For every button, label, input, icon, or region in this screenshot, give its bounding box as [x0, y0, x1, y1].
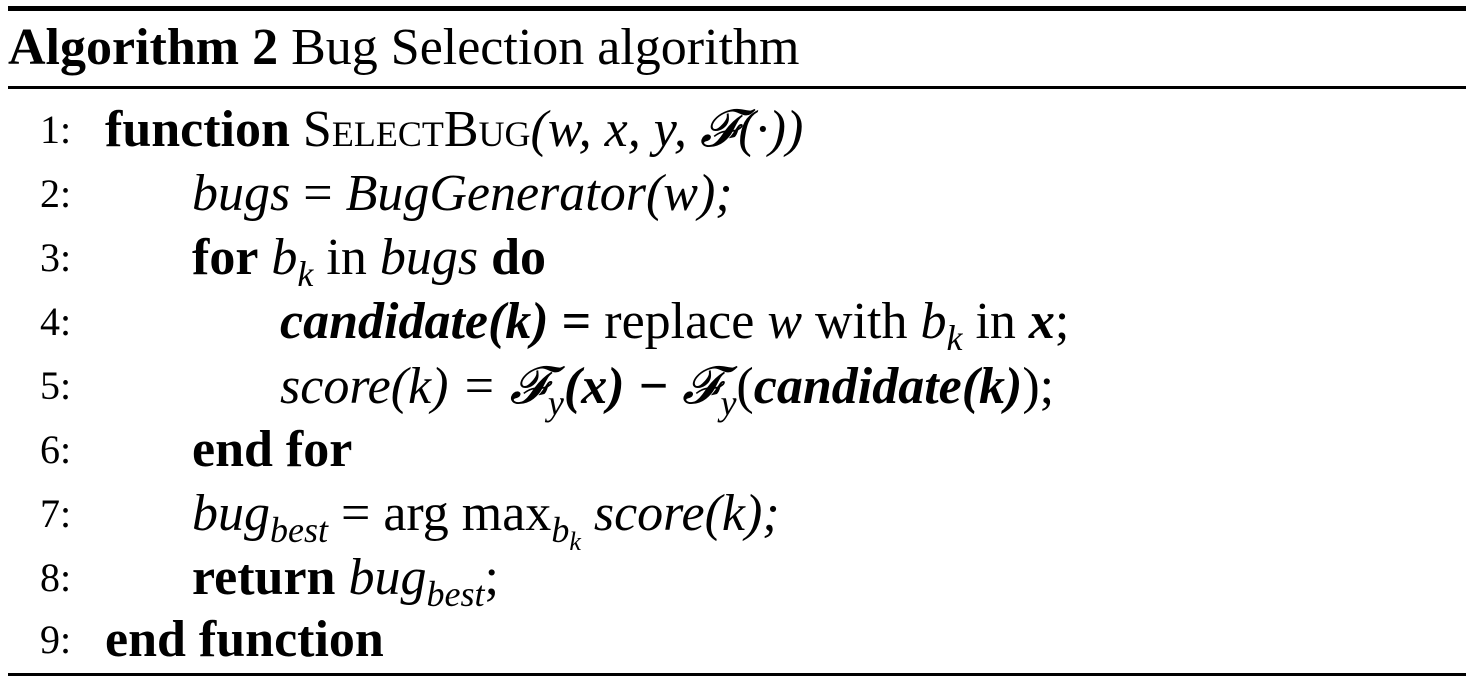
keyword: for: [192, 229, 259, 286]
algorithm-block: Algorithm 2 Bug Selection algorithm 1: f…: [8, 6, 1466, 678]
text: ;: [1054, 293, 1070, 350]
operator: =: [290, 165, 346, 222]
algorithm-line-6: 6: end for: [8, 418, 1466, 482]
subscript: best: [426, 574, 485, 614]
algorithm-line-8: 8: return bugbest;: [8, 546, 1466, 612]
text: (: [736, 358, 754, 415]
line-code: function SelectBug(w, x, y, 𝓕(·)): [105, 98, 803, 162]
line-number: 8:: [40, 555, 72, 600]
expression: (x) −: [563, 358, 683, 415]
variable: b: [258, 229, 298, 286]
algorithm-line-7: 7: bugbest = arg maxbk score(k);: [8, 482, 1466, 555]
keyword: do: [478, 229, 547, 286]
caption-rule: [8, 86, 1466, 89]
subscript: y: [547, 383, 564, 423]
subscript: best: [270, 510, 328, 550]
variable: score: [280, 358, 391, 415]
line-code: candidate(k) = replace w with bk in x;: [280, 290, 1070, 356]
variable: score: [580, 485, 705, 542]
algorithm-caption: Algorithm 2 Bug Selection algorithm: [8, 18, 799, 78]
line-code: score(k) = 𝓕y(x) − 𝓕y(candidate(k));: [280, 354, 1055, 421]
variable: bug: [335, 549, 427, 606]
subscript: bk: [551, 510, 581, 555]
keyword: function: [105, 101, 290, 158]
line-code: bugbest = arg maxbk score(k);: [192, 482, 780, 555]
variable: bug: [192, 485, 270, 542]
keyword: end for: [192, 421, 353, 478]
caption-label: Algorithm 2: [8, 19, 279, 76]
line-number: 7:: [40, 491, 72, 536]
line-code: end for: [192, 418, 352, 482]
variable: candidate(k): [280, 293, 549, 350]
caption-title: Bug Selection algorithm: [278, 19, 800, 76]
variable: bugs: [379, 229, 479, 286]
top-rule: [8, 6, 1466, 11]
line-code: bugs = BugGenerator(w);: [192, 162, 733, 226]
line-number: 4:: [40, 299, 72, 344]
function-symbol: 𝓕: [509, 356, 548, 416]
line-code: return bugbest;: [192, 546, 499, 612]
line-number: 9:: [40, 617, 72, 662]
algorithm-line-9: 9: end function: [8, 608, 1466, 672]
line-number: 3:: [40, 235, 72, 280]
line-number: 1:: [40, 107, 72, 152]
text: replace: [604, 293, 768, 350]
subscript: k: [297, 254, 314, 294]
keyword: return: [192, 549, 336, 606]
text: in: [313, 229, 380, 286]
variable: candidate(k): [753, 358, 1023, 415]
text: ;: [484, 549, 499, 606]
algorithm-line-4: 4: candidate(k) = replace w with bk in x…: [8, 290, 1466, 356]
subscript-index: k: [569, 527, 581, 556]
subscript: k: [946, 318, 963, 358]
expression: (k) =: [390, 358, 510, 415]
subscript: y: [720, 383, 737, 423]
algorithm-line-3: 3: for bk in bugs do: [8, 226, 1466, 292]
line-number: 6:: [40, 427, 72, 472]
bottom-rule: [8, 673, 1466, 676]
variable: x: [1028, 293, 1055, 350]
variable: b: [920, 293, 947, 350]
call-args: (w);: [645, 165, 733, 222]
call-name: BugGenerator: [345, 165, 646, 222]
variable: bugs: [192, 165, 291, 222]
text: in: [962, 293, 1029, 350]
text: );: [1022, 358, 1055, 415]
line-code: for bk in bugs do: [192, 226, 547, 292]
function-args: (w, x, y, 𝓕(·)): [530, 101, 804, 158]
function-name: SelectBug: [302, 101, 531, 158]
line-number: 5:: [40, 363, 72, 408]
variable: w: [767, 293, 803, 350]
line-code: end function: [105, 608, 384, 672]
operator: = arg max: [328, 485, 552, 542]
expression: (k);: [704, 485, 780, 542]
text: with: [802, 293, 921, 350]
function-symbol: 𝓕: [682, 356, 721, 416]
operator: =: [548, 293, 605, 350]
algorithm-line-1: 1: function SelectBug(w, x, y, 𝓕(·)): [8, 98, 1466, 162]
keyword: end function: [105, 611, 384, 668]
algorithm-line-2: 2: bugs = BugGenerator(w);: [8, 162, 1466, 226]
line-number: 2:: [40, 171, 72, 216]
algorithm-line-5: 5: score(k) = 𝓕y(x) − 𝓕y(candidate(k));: [8, 354, 1466, 421]
subscript-var: b: [551, 510, 570, 550]
